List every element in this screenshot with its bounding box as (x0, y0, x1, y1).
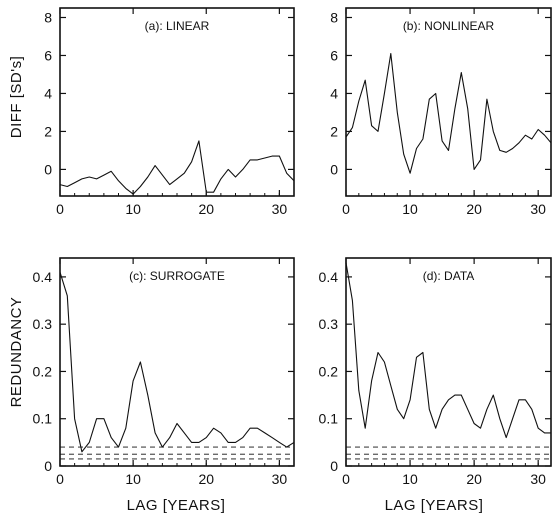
x-tick-label-a: 0 (56, 201, 64, 217)
y-tick-label-b: 6 (330, 47, 338, 63)
y-tick-label-d: 0.3 (319, 316, 339, 332)
x-tick-label-c: 10 (125, 471, 141, 487)
y-tick-label-a: 0 (44, 161, 52, 177)
x-tick-label-a: 10 (125, 201, 141, 217)
x-tick-label-c: 20 (198, 471, 214, 487)
y-tick-label-c: 0.3 (33, 316, 53, 332)
y-tick-label-d: 0.1 (319, 411, 339, 427)
x-tick-label-c: 0 (56, 471, 64, 487)
y-tick-label-b: 2 (330, 123, 338, 139)
y-tick-label-d: 0 (330, 458, 338, 474)
x-tick-label-d: 20 (466, 471, 482, 487)
y-tick-label-a: 4 (44, 85, 52, 101)
y-tick-label-a: 8 (44, 9, 52, 25)
x-tick-label-b: 20 (466, 201, 482, 217)
x-tick-label-a: 30 (272, 201, 288, 217)
panel-title-c: (c): SURROGATE (129, 269, 225, 283)
y-tick-label-d: 0.2 (319, 363, 339, 379)
x-tick-label-d: 0 (342, 471, 350, 487)
panel-b: 0 10 20 30 0 2 4 6 8 (b): NONLINEAR (330, 7, 552, 217)
x-tick-label-d: 30 (530, 471, 546, 487)
y-tick-label-b: 8 (330, 9, 338, 25)
series-line-d-0 (345, 262, 551, 439)
plot-frame-d (345, 257, 552, 467)
y-tick-label-b: 4 (330, 85, 338, 101)
panel-title-a: (a): LINEAR (145, 19, 210, 33)
y-tick-label-b: 0 (330, 161, 338, 177)
x-tick-label-a: 20 (198, 201, 214, 217)
panel-a: 0 10 20 30 0 2 4 6 8 (a): LINEAR (44, 7, 295, 217)
panel-c: 0 10 20 30 0 0.1 0.2 0.3 0.4 (c): SURROGATE (33, 257, 295, 487)
y-tick-label-c: 0.1 (33, 411, 53, 427)
x-tick-label-c: 30 (272, 471, 288, 487)
plot-frame-b (345, 7, 552, 197)
x-tick-label-d: 10 (402, 471, 418, 487)
plot-frame-a (59, 7, 295, 197)
series-line-c-0 (59, 272, 295, 453)
y-tick-label-c: 0.4 (33, 269, 53, 285)
y-tick-label-d: 0.4 (319, 269, 339, 285)
x-tick-label-b: 30 (530, 201, 546, 217)
plot-frame-c (59, 257, 295, 467)
y-tick-label-c: 0.2 (33, 363, 53, 379)
x-label-left: LAG [YEARS] (127, 497, 226, 514)
x-label-right: LAG [YEARS] (385, 497, 484, 514)
panel-title-d: (d): DATA (423, 269, 475, 283)
panel-title-b: (b): NONLINEAR (403, 19, 495, 33)
y-label-top: DIFF [SD's] (8, 56, 25, 139)
x-tick-label-b: 0 (342, 201, 350, 217)
x-tick-label-b: 10 (402, 201, 418, 217)
y-tick-label-a: 6 (44, 47, 52, 63)
panel-d: 0 10 20 30 0 0.1 0.2 0.3 0.4 (d): DATA (319, 257, 552, 487)
panels: 0 10 20 30 0 2 4 6 8 (a): LINEAR 0 10 20 30 0 2 4 6 8 (b): … (33, 7, 552, 487)
y-tick-label-a: 2 (44, 123, 52, 139)
y-tick-label-c: 0 (44, 458, 52, 474)
y-label-bottom: REDUNDANCY (8, 297, 25, 408)
series-line-a-0 (59, 140, 295, 195)
series-line-b-0 (345, 53, 552, 174)
